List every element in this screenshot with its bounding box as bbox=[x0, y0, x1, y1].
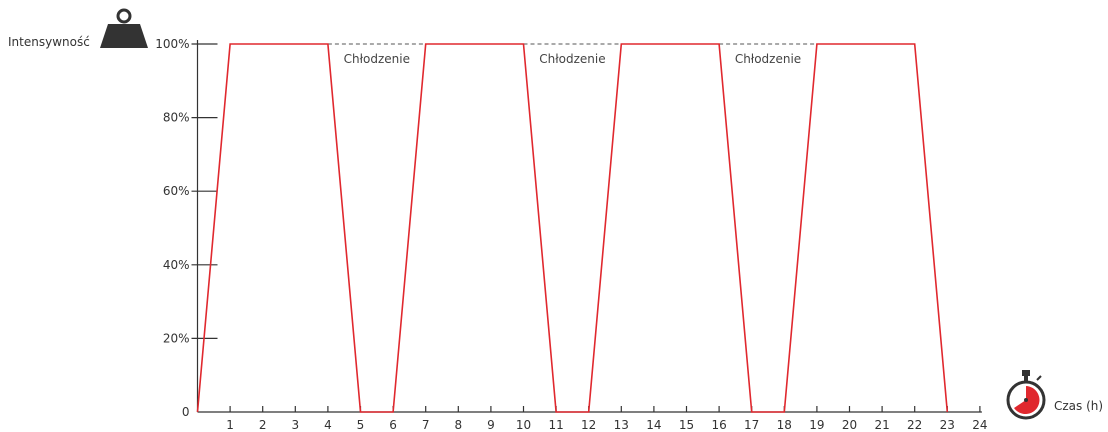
x-tick-label: 17 bbox=[744, 418, 759, 432]
x-tick-label: 24 bbox=[972, 418, 987, 432]
series-line bbox=[196, 43, 949, 413]
x-tick-label: 23 bbox=[940, 418, 955, 432]
x-tick-label: 12 bbox=[581, 418, 596, 432]
x-axis-label: Czas (h) bbox=[1054, 399, 1103, 413]
x-tick-label: 11 bbox=[548, 418, 563, 432]
x-tick-label: 15 bbox=[679, 418, 694, 432]
weight-icon bbox=[100, 8, 148, 48]
x-tick-label: 16 bbox=[711, 418, 726, 432]
y-tick-label: 80% bbox=[163, 111, 190, 125]
y-axis-ticks: 0 20% 40% 60% 80% 100% bbox=[155, 37, 218, 419]
x-tick-label: 20 bbox=[842, 418, 857, 432]
x-tick-label: 5 bbox=[357, 418, 365, 432]
y-tick-label: 0 bbox=[182, 405, 190, 419]
stopwatch-icon bbox=[1006, 370, 1046, 420]
cooling-annotations: Chłodzenie Chłodzenie Chłodzenie bbox=[327, 43, 817, 66]
x-tick-label: 8 bbox=[454, 418, 462, 432]
x-tick-label: 1 bbox=[226, 418, 234, 432]
cooling-label: Chłodzenie bbox=[735, 52, 801, 66]
y-tick-label: 40% bbox=[163, 258, 190, 272]
x-tick-label: 14 bbox=[646, 418, 661, 432]
x-tick-label: 4 bbox=[324, 418, 332, 432]
y-axis-label: Intensywność bbox=[8, 35, 90, 49]
x-tick-label: 10 bbox=[516, 418, 531, 432]
y-tick-label: 20% bbox=[163, 331, 190, 345]
x-tick-label: 6 bbox=[389, 418, 397, 432]
x-tick-label: 21 bbox=[874, 418, 889, 432]
x-tick-label: 19 bbox=[809, 418, 824, 432]
axes bbox=[196, 40, 982, 413]
x-tick-label: 22 bbox=[907, 418, 922, 432]
y-tick-label: 100% bbox=[155, 37, 189, 51]
cooling-label: Chłodzenie bbox=[344, 52, 410, 66]
x-tick-label: 3 bbox=[291, 418, 299, 432]
x-tick-label: 7 bbox=[422, 418, 430, 432]
x-tick-label: 13 bbox=[614, 418, 629, 432]
y-tick-label: 60% bbox=[163, 184, 190, 198]
x-tick-label: 18 bbox=[777, 418, 792, 432]
x-tick-label: 9 bbox=[487, 418, 495, 432]
x-axis-ticks: 1 2 3 4 5 6 7 8 9 10 11 12 13 14 15 16 17 18 19 20 21 22 23 24 bbox=[226, 406, 988, 432]
series-group bbox=[196, 43, 949, 413]
cooling-label: Chłodzenie bbox=[539, 52, 605, 66]
x-tick-label: 2 bbox=[259, 418, 267, 432]
